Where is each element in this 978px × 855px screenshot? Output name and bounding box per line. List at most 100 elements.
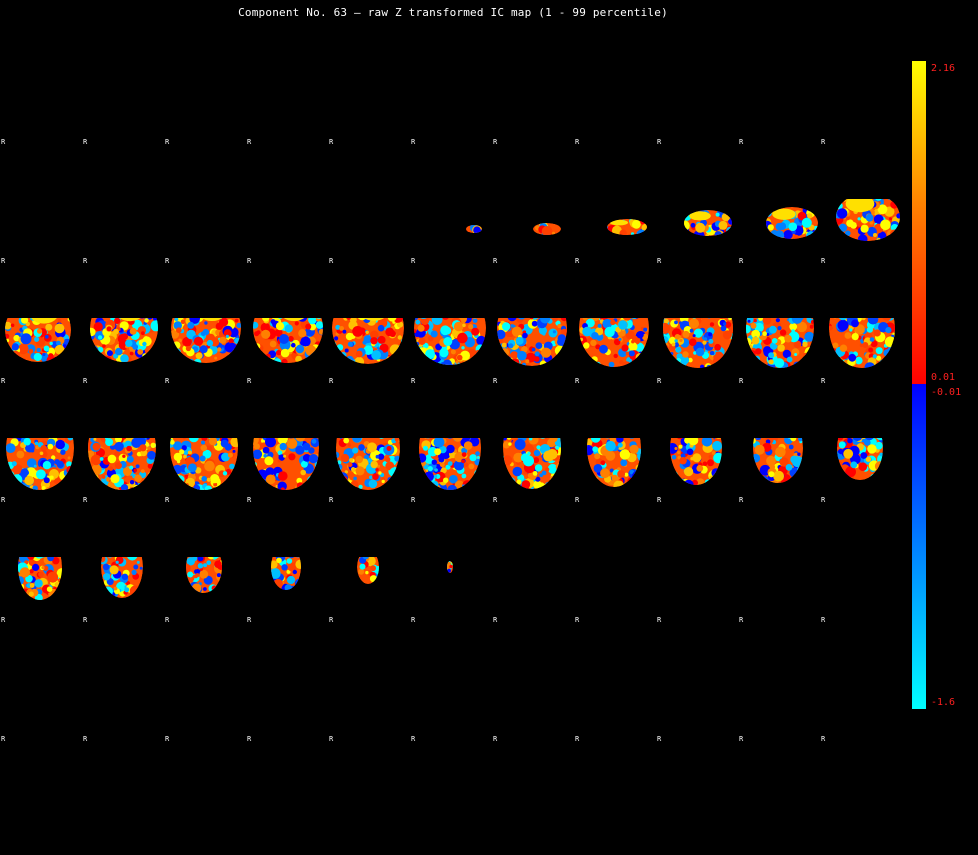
brain-slice: R	[574, 497, 655, 616]
brain-slice: R	[410, 497, 491, 616]
orientation-marker: R	[329, 497, 333, 504]
brain-slice: R	[246, 497, 327, 616]
orientation-marker: R	[1, 258, 5, 265]
orientation-marker: R	[493, 497, 497, 504]
brain-slice: R	[738, 497, 819, 616]
orientation-marker: R	[247, 736, 251, 743]
orientation-marker: R	[821, 258, 825, 265]
orientation-marker: R	[821, 139, 825, 146]
orientation-marker: R	[1, 139, 5, 146]
brain-slice: R	[328, 497, 409, 616]
orientation-marker: R	[493, 258, 497, 265]
brain-slice: R	[656, 139, 737, 258]
orientation-marker: R	[411, 378, 415, 385]
colorbar-pos-min-label: 0.01	[931, 373, 955, 383]
brain-slice: R	[738, 258, 819, 377]
brain-slice: R	[574, 378, 655, 497]
colorbar-neg-min-label: -0.01	[931, 388, 961, 398]
brain-slice: R	[492, 736, 573, 855]
orientation-marker: R	[493, 378, 497, 385]
orientation-marker: R	[575, 617, 579, 624]
orientation-marker: R	[165, 736, 169, 743]
orientation-marker: R	[739, 378, 743, 385]
orientation-marker: R	[1, 378, 5, 385]
orientation-marker: R	[165, 258, 169, 265]
brain-slice: R	[328, 617, 409, 736]
brain-slice: R	[82, 497, 163, 616]
orientation-marker: R	[739, 139, 743, 146]
brain-slice: R	[164, 258, 245, 377]
brain-slice: R	[574, 617, 655, 736]
brain-slice: R	[164, 617, 245, 736]
orientation-marker: R	[575, 378, 579, 385]
orientation-marker: R	[247, 139, 251, 146]
orientation-marker: R	[247, 497, 251, 504]
orientation-marker: R	[411, 497, 415, 504]
brain-slice: R	[328, 139, 409, 258]
orientation-marker: R	[657, 497, 661, 504]
orientation-marker: R	[165, 139, 169, 146]
brain-slice: R	[82, 378, 163, 497]
orientation-marker: R	[329, 258, 333, 265]
orientation-marker: R	[83, 617, 87, 624]
brain-slice: R	[820, 497, 901, 616]
brain-slice: R	[164, 139, 245, 258]
brain-slice: R	[164, 736, 245, 855]
brain-slice: R	[820, 258, 901, 377]
orientation-marker: R	[657, 378, 661, 385]
brain-slice: R	[738, 617, 819, 736]
brain-slice: R	[820, 736, 901, 855]
brain-slice: R	[246, 617, 327, 736]
brain-slice: R	[246, 139, 327, 258]
orientation-marker: R	[329, 139, 333, 146]
brain-slice: R	[246, 258, 327, 377]
orientation-marker: R	[657, 736, 661, 743]
brain-slice: R	[656, 497, 737, 616]
orientation-marker: R	[657, 258, 661, 265]
brain-slice: R	[82, 617, 163, 736]
orientation-marker: R	[83, 139, 87, 146]
orientation-marker: R	[739, 736, 743, 743]
orientation-marker: R	[493, 736, 497, 743]
orientation-marker: R	[657, 139, 661, 146]
brain-slice: R	[656, 258, 737, 377]
colorbar-max-label: 2.16	[931, 64, 955, 74]
orientation-marker: R	[165, 497, 169, 504]
brain-slice: R	[0, 139, 81, 258]
orientation-marker: R	[739, 497, 743, 504]
orientation-marker: R	[1, 617, 5, 624]
orientation-marker: R	[657, 617, 661, 624]
orientation-marker: R	[247, 258, 251, 265]
orientation-marker: R	[821, 617, 825, 624]
brain-slice: R	[0, 497, 81, 616]
brain-slice: R	[0, 617, 81, 736]
colorbar-negative	[912, 384, 926, 709]
orientation-marker: R	[1, 736, 5, 743]
brain-slice: R	[328, 258, 409, 377]
brain-slice: R	[820, 617, 901, 736]
orientation-marker: R	[575, 258, 579, 265]
orientation-marker: R	[165, 617, 169, 624]
colorbar-positive	[912, 61, 926, 384]
brain-slice: R	[410, 139, 491, 258]
orientation-marker: R	[575, 736, 579, 743]
orientation-marker: R	[165, 378, 169, 385]
brain-slice: R	[82, 139, 163, 258]
brain-slice: R	[0, 378, 81, 497]
brain-slice: R	[656, 617, 737, 736]
orientation-marker: R	[493, 617, 497, 624]
brain-slice: R	[656, 736, 737, 855]
brain-slice: R	[738, 378, 819, 497]
brain-slice: R	[738, 736, 819, 855]
orientation-marker: R	[83, 258, 87, 265]
brain-slice: R	[492, 378, 573, 497]
brain-slice: R	[164, 497, 245, 616]
orientation-marker: R	[1, 497, 5, 504]
orientation-marker: R	[411, 736, 415, 743]
orientation-marker: R	[247, 617, 251, 624]
orientation-marker: R	[821, 378, 825, 385]
brain-slice: R	[0, 258, 81, 377]
orientation-marker: R	[739, 258, 743, 265]
orientation-marker: R	[411, 258, 415, 265]
